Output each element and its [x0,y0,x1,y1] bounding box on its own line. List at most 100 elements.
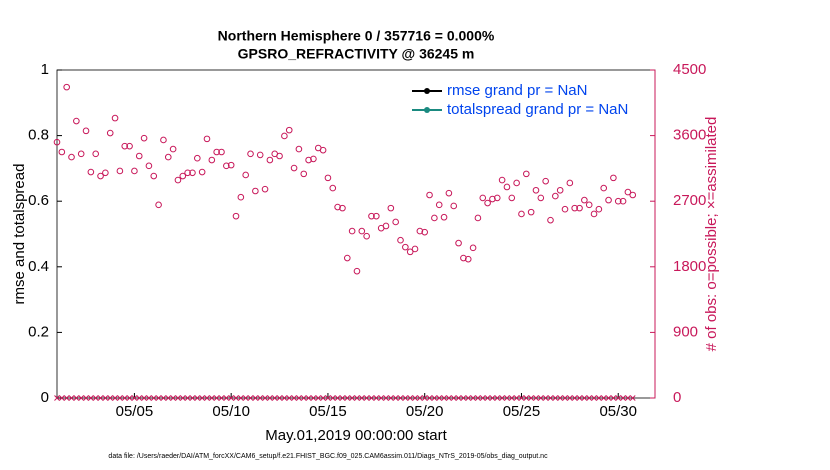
possible-point [493,194,501,202]
possible-point [416,227,424,235]
legend-label: rmse grand pr = NaN [447,82,587,99]
assimilated-point [267,395,273,401]
assimilated-point [373,395,380,401]
assimilated-point [78,395,85,401]
possible-point [382,222,390,230]
possible-point [237,193,245,201]
possible-point [392,218,399,226]
possible-point [203,135,211,143]
assimilated-point [233,395,239,401]
possible-point [140,134,148,142]
assimilated-point [610,395,617,401]
assimilated-point [392,395,399,401]
possible-point [479,194,487,202]
x-tick-label: 05/20 [406,403,444,420]
x-tick-label: 05/30 [599,403,637,420]
assimilated-point [199,395,205,401]
possible-point [111,114,119,122]
possible-point [373,212,380,220]
possible-point [213,148,220,156]
assimilated-point [228,395,235,401]
assimilated-point [586,395,593,401]
assimilated-point [504,395,510,401]
chart-subtitle: GPSRO_REFRACTIVITY @ 36245 m [238,46,475,62]
assimilated-point [446,395,452,401]
assimilated-point [344,395,351,401]
possible-point [576,204,583,212]
assimilated-point [605,395,612,401]
assimilated-point [528,395,534,401]
possible-point [155,201,162,209]
assimilated-point [189,395,196,401]
possible-point [329,184,337,192]
possible-point [464,255,472,263]
possible-point [445,189,453,197]
possible-point [305,156,312,164]
possible-point [87,168,95,176]
assimilated-point [349,395,355,401]
possible-point [208,156,216,164]
assimilated-point [412,395,418,401]
legend-label: totalspread grand pr = NaN [447,101,628,118]
possible-point [455,239,462,247]
y2-tick-label: 2700 [673,192,706,209]
possible-point [121,142,129,150]
legend-marker [424,107,430,113]
y2-tick-label: 900 [673,323,698,340]
assimilated-point [247,395,254,401]
x-tick-label: 05/25 [503,403,541,420]
possible-point [532,186,540,194]
assimilated-point [363,395,370,401]
possible-point [92,150,100,158]
assimilated-point [223,395,230,401]
possible-point [566,179,574,187]
possible-point [513,179,520,187]
assimilated-point [194,395,201,401]
legend-marker [424,88,430,94]
possible-point [63,83,70,91]
assimilated-point [494,395,501,401]
possible-point [218,148,225,156]
assimilated-point [146,395,152,401]
assimilated-point [625,395,631,401]
possible-point [358,227,366,235]
possible-point [368,212,375,220]
assimilated-point [591,395,597,401]
y-tick-label: 1 [41,61,49,78]
possible-point [581,196,588,204]
possible-point [116,167,124,175]
x-tick-label: 05/15 [309,403,347,420]
possible-point [58,148,66,156]
assimilated-point [325,395,331,401]
possible-point [387,204,395,212]
possible-point [484,199,491,207]
possible-point [174,176,182,184]
assimilated-point [276,395,283,401]
assimilated-point [489,395,496,401]
assimilated-point [368,395,375,401]
assimilated-point [271,395,278,401]
assimilated-point [54,395,60,401]
possible-point [343,254,351,262]
assimilated-point [252,395,259,401]
assimilated-point [88,395,94,401]
assimilated-point [300,395,307,401]
assimilated-point [165,395,172,401]
possible-point [561,205,569,213]
assimilated-point [479,395,486,401]
assimilated-point [533,395,539,401]
assimilated-point [92,395,99,401]
assimilated-point [523,395,530,401]
possible-point [610,174,617,182]
possible-point [102,169,109,177]
possible-point [619,197,627,205]
possible-point [556,186,564,194]
assimilated-point [102,395,109,401]
possible-point [508,194,516,202]
assimilated-point [291,395,297,401]
x-tick-label: 05/10 [212,403,250,420]
assimilated-point [431,395,438,401]
assimilated-point [281,395,288,401]
assimilated-point [141,395,147,401]
possible-point [285,126,293,134]
